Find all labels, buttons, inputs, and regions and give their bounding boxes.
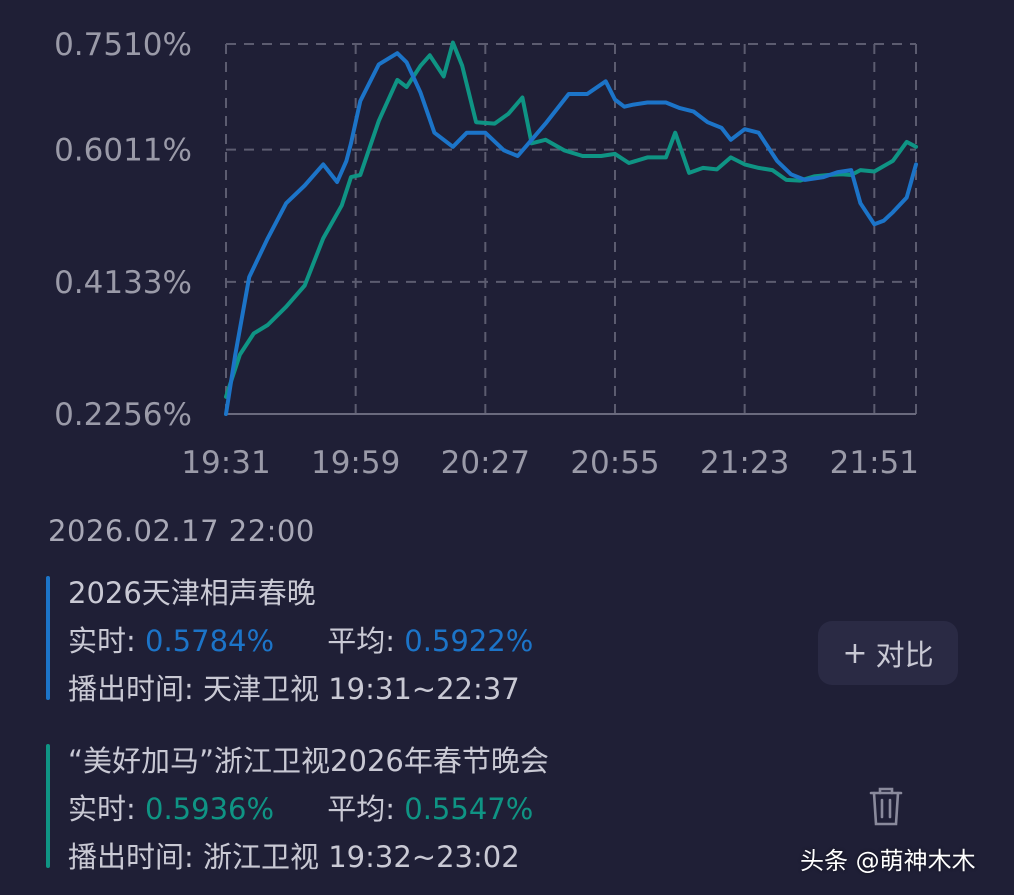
program-airtime-1: 播出时间: 天津卫视 19:31~22:37 [68, 666, 520, 708]
data-timestamp: 2026.02.17 22:00 [48, 514, 315, 548]
average-label-1: 平均: [327, 624, 396, 658]
y-axis-ticks: 0.7510% 0.6011% 0.4133% 0.2256% [54, 27, 192, 433]
airtime-value-2: 浙江卫视 19:32~23:02 [203, 840, 520, 874]
x-tick-label: 19:31 [181, 445, 270, 481]
y-tick-label: 0.7510% [54, 27, 192, 63]
realtime-label-1: 实时: [68, 624, 136, 658]
average-label-2: 平均: [327, 792, 396, 826]
x-axis-ticks: 19:31 19:59 20:27 20:55 21:23 21:51 [181, 445, 919, 481]
compare-button-label: 对比 [875, 638, 934, 672]
ratings-line-chart: 0.7510% 0.6011% 0.4133% 0.2256% 19:31 19:59 2… [54, 27, 919, 481]
y-tick-label: 0.4133% [54, 265, 192, 301]
x-tick-label: 19:59 [311, 445, 400, 481]
program-entry-1: 2026天津相声春晚 实时: 0.5784% 平均: 0.5922% 播出时间:… [46, 570, 666, 706]
airtime-value-1: 天津卫视 19:31~22:37 [203, 672, 520, 706]
trash-icon[interactable] [866, 784, 906, 828]
program-stats-1: 实时: 0.5784% 平均: 0.5922% [68, 618, 533, 660]
x-tick-label: 21:51 [830, 445, 919, 481]
program-name-2: “美好加马”浙江卫视2026年春节晚会 [68, 744, 549, 778]
realtime-value-1: 0.5784% [145, 624, 275, 658]
program-name-1: 2026天津相声春晚 [68, 576, 316, 610]
series-color-bar-1 [46, 576, 50, 700]
series-line-1 [224, 51, 918, 416]
program-entry-2: “美好加马”浙江卫视2026年春节晚会 实时: 0.5936% 平均: 0.55… [46, 738, 666, 874]
chart-series [224, 40, 918, 416]
watermark-handle: @萌神木木 [855, 847, 976, 875]
average-value-1: 0.5922% [404, 624, 534, 658]
y-tick-label: 0.2256% [54, 397, 192, 433]
chart-grid [225, 43, 917, 415]
y-tick-label: 0.6011% [54, 133, 192, 169]
program-stats-2: 实时: 0.5936% 平均: 0.5547% [68, 786, 533, 828]
program-airtime-2: 播出时间: 浙江卫视 19:32~23:02 [68, 834, 520, 876]
compare-button[interactable]: + 对比 [818, 621, 958, 685]
realtime-value-2: 0.5936% [145, 792, 275, 826]
watermark: 头条 @萌神木木 [800, 841, 976, 876]
airtime-label-1: 播出时间: [68, 672, 194, 706]
x-tick-label: 20:55 [570, 445, 659, 481]
watermark-prefix: 头条 [800, 847, 848, 875]
plus-icon: + [842, 635, 868, 671]
airtime-label-2: 播出时间: [68, 840, 194, 874]
realtime-label-2: 实时: [68, 792, 136, 826]
x-tick-label: 20:27 [441, 445, 530, 481]
x-tick-label: 21:23 [700, 445, 789, 481]
series-color-bar-2 [46, 744, 50, 868]
average-value-2: 0.5547% [404, 792, 534, 826]
